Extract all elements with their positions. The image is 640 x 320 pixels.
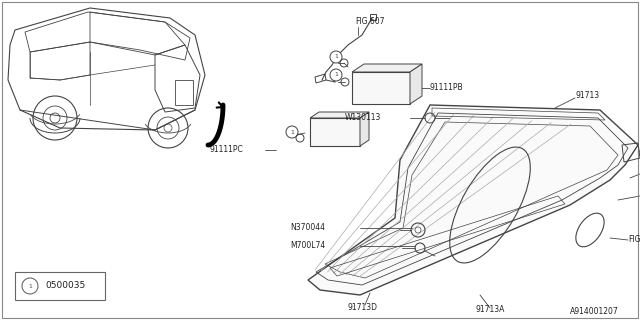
Bar — [175, 80, 193, 105]
Text: W130113: W130113 — [345, 114, 381, 123]
Polygon shape — [308, 105, 638, 295]
Polygon shape — [360, 112, 369, 146]
Text: 91111PC: 91111PC — [210, 146, 244, 155]
Polygon shape — [410, 64, 422, 104]
Bar — [352, 72, 410, 104]
Text: FIG.607: FIG.607 — [355, 18, 385, 27]
Circle shape — [22, 278, 38, 294]
Circle shape — [286, 126, 298, 138]
Text: 0500035: 0500035 — [45, 282, 85, 291]
Polygon shape — [310, 112, 369, 118]
Text: 91713A: 91713A — [475, 306, 504, 315]
Text: N370044: N370044 — [290, 223, 325, 233]
Text: 1: 1 — [334, 54, 338, 60]
Circle shape — [330, 51, 342, 63]
Circle shape — [330, 69, 342, 81]
Text: A914001207: A914001207 — [570, 308, 619, 316]
Polygon shape — [352, 64, 422, 72]
Text: FIG.915: FIG.915 — [628, 236, 640, 244]
Text: 1: 1 — [334, 73, 338, 77]
Bar — [310, 118, 360, 146]
Text: 1: 1 — [290, 130, 294, 134]
Text: 91713D: 91713D — [348, 303, 378, 313]
Bar — [15, 272, 105, 300]
Text: 91713: 91713 — [575, 91, 599, 100]
Text: M700L74: M700L74 — [290, 242, 325, 251]
Text: 1: 1 — [28, 284, 32, 289]
Text: 91111PB: 91111PB — [430, 84, 463, 92]
